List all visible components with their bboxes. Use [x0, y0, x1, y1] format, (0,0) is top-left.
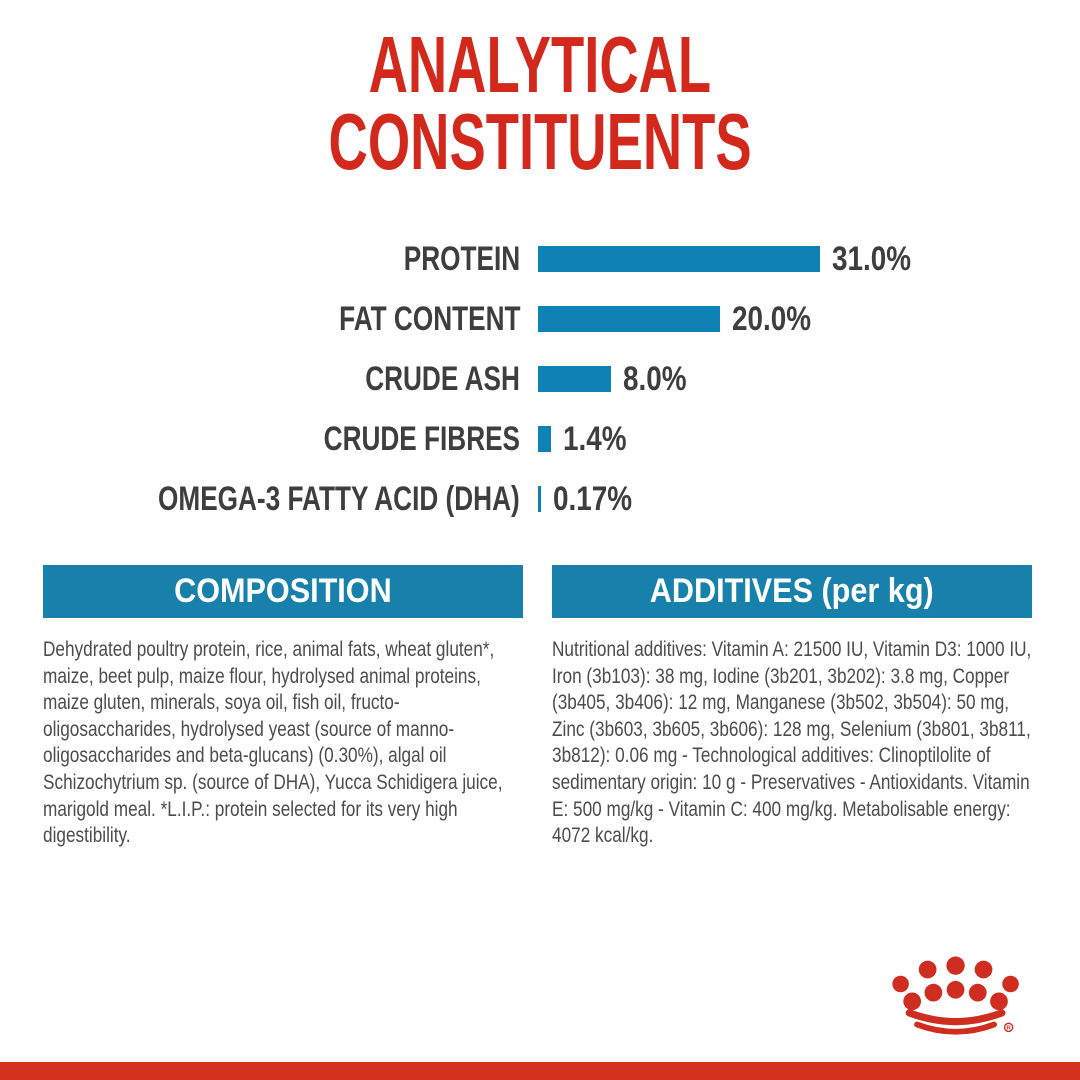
- crown-base-arcs: [905, 1009, 1006, 1035]
- chart-row: PROTEIN 31.0%: [0, 229, 1080, 289]
- royal-canin-crown-icon: R: [892, 956, 1019, 1035]
- additives-body-text: Nutritional additives: Vitamin A: 21500 …: [552, 637, 1032, 848]
- chart-category-label: CRUDE FIBRES: [323, 419, 520, 458]
- chart-bar: [538, 366, 611, 392]
- chart-bar: [538, 426, 551, 452]
- chart-value-label: 20.0%: [731, 299, 811, 338]
- composition-header-text: COMPOSITION: [174, 572, 392, 610]
- additives-section: ADDITIVES (per kg) Nutritional additives…: [552, 565, 1032, 849]
- chart-value-label: 0.17%: [553, 479, 633, 518]
- chart-category-label: OMEGA-3 FATTY ACID (DHA): [158, 479, 520, 518]
- chart-row: FAT CONTENT 20.0%: [0, 289, 1080, 349]
- chart-bar: [538, 486, 541, 512]
- chart-value-label: 8.0%: [622, 359, 687, 398]
- chart-row: CRUDE ASH 8.0%: [0, 349, 1080, 409]
- page-title: ANALYTICAL CONSTITUENTS: [0, 20, 1080, 186]
- chart-row: CRUDE FIBRES 1.4%: [0, 409, 1080, 469]
- chart-bar: [538, 246, 820, 272]
- composition-header-bar: COMPOSITION: [43, 565, 523, 618]
- chart-category-label: PROTEIN: [403, 239, 520, 278]
- page-title-line1: ANALYTICAL: [368, 20, 712, 109]
- chart-category-label: CRUDE ASH: [365, 359, 520, 398]
- analytical-constituents-chart: PROTEIN 31.0% FAT CONTENT 20.0% CRUDE ASH 8.0…: [0, 229, 1080, 529]
- chart-value-label: 31.0%: [832, 239, 912, 278]
- chart-bar: [538, 306, 720, 332]
- chart-value-label: 1.4%: [562, 419, 627, 458]
- composition-body-text: Dehydrated poultry protein, rice, animal…: [43, 637, 503, 848]
- chart-category-label: FAT CONTENT: [338, 299, 520, 338]
- chart-row: OMEGA-3 FATTY ACID (DHA) 0.17%: [0, 469, 1080, 529]
- additives-header-bar: ADDITIVES (per kg): [552, 565, 1032, 618]
- registered-trademark-icon: R: [1003, 1022, 1014, 1033]
- composition-section: COMPOSITION Dehydrated poultry protein, …: [43, 565, 523, 849]
- crown-dots: [892, 956, 1019, 1011]
- info-sections: COMPOSITION Dehydrated poultry protein, …: [43, 565, 1032, 849]
- page-title-line2: CONSTITUENTS: [328, 97, 752, 186]
- svg-text:R: R: [1007, 1026, 1012, 1032]
- additives-header-text: ADDITIVES (per kg): [650, 572, 934, 610]
- footer-red-bar: [0, 1062, 1080, 1080]
